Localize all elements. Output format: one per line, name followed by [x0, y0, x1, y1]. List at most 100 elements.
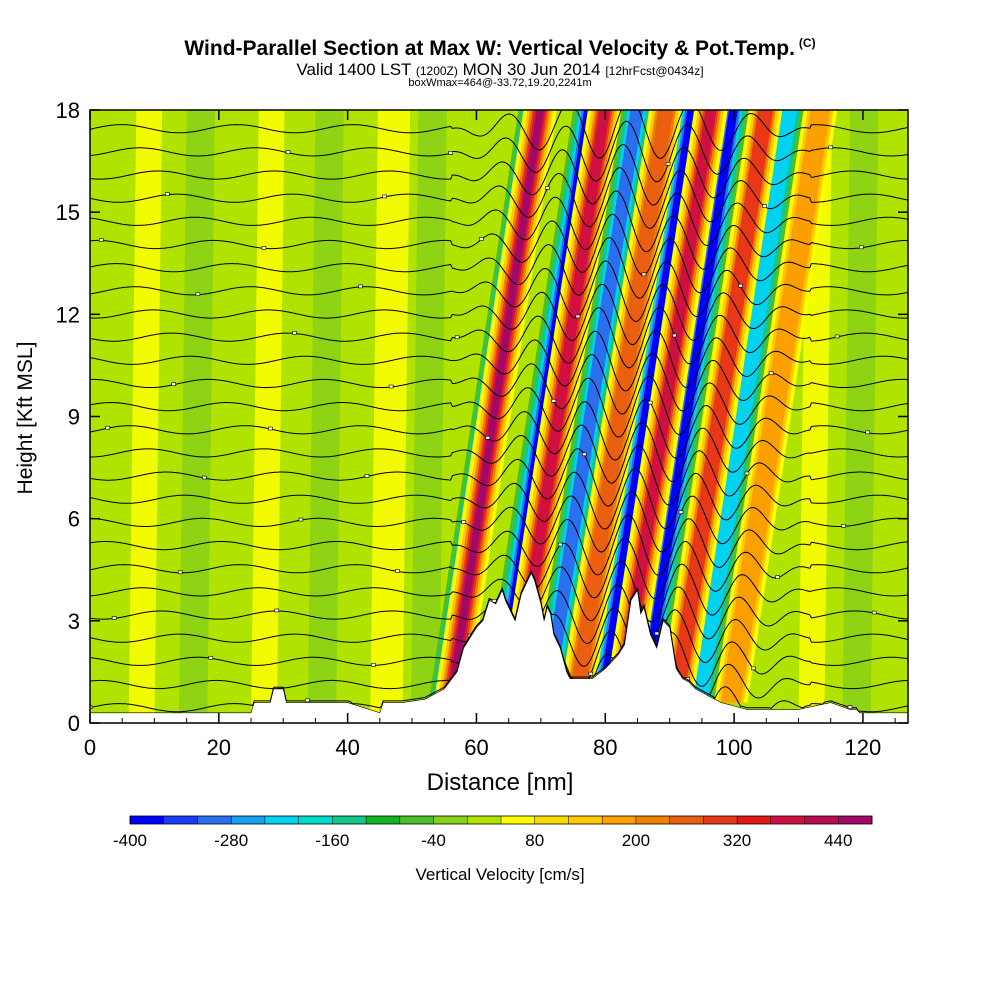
updraft-band	[447, 110, 544, 703]
subtitle-valid: Valid 1400 LST	[296, 60, 412, 79]
colorbar-swatch	[804, 816, 839, 824]
contour-label-marker	[841, 524, 846, 528]
colorbar-tick-label: -160	[315, 831, 349, 850]
contour-label-marker	[672, 333, 677, 338]
contour-label-marker	[762, 204, 767, 208]
contour-label-marker	[285, 150, 291, 155]
updraft-band	[568, 110, 674, 703]
x-tick-label: 120	[845, 735, 882, 760]
theta-contour-line	[90, 421, 908, 484]
subtitle-date: MON 30 Jun 2014	[462, 60, 601, 79]
y-tick-label: 0	[68, 711, 80, 736]
x-tick-label: 80	[593, 735, 617, 760]
colorbar-swatch	[501, 816, 536, 824]
contour-label-marker	[871, 610, 877, 615]
contour-label-marker	[298, 517, 304, 522]
theta-contour-line	[90, 445, 908, 507]
colorbar-swatch	[703, 816, 738, 824]
theta-contour-line	[90, 537, 908, 600]
x-tick-label: 20	[207, 735, 231, 760]
contour-label-marker	[195, 292, 201, 297]
colorbar-swatch	[231, 816, 266, 824]
x-tick-label: 0	[84, 735, 96, 760]
contour-label-marker	[641, 272, 647, 277]
contour-label-marker	[678, 510, 684, 515]
chart-subtitle-box: boxWmax=464@-33.72,19.20,2241m	[408, 77, 592, 89]
contour-label-marker	[98, 238, 104, 242]
contour-label-marker	[454, 335, 460, 340]
contour-label-marker	[364, 474, 370, 478]
subtitle-utc: (1200Z)	[415, 64, 458, 78]
background-velocity-band	[251, 110, 285, 723]
theta-contour-line	[90, 213, 908, 276]
colorbar-swatch	[433, 816, 468, 824]
contour-label-marker	[177, 570, 183, 575]
contour-label-marker	[775, 575, 780, 579]
theta-contour-line	[90, 237, 908, 299]
contour-label-marker	[461, 520, 466, 524]
contour-label-marker	[665, 161, 671, 166]
x-axis-label: Distance [nm]	[427, 769, 574, 796]
contour-label-marker	[371, 663, 376, 667]
background-velocity-band	[128, 110, 163, 723]
theta-contour-line	[90, 560, 908, 623]
contour-label-marker	[164, 192, 170, 196]
theta-contour-line	[90, 120, 908, 183]
y-tick-label: 12	[56, 302, 80, 327]
y-tick-label: 9	[68, 405, 80, 430]
theta-contour-line	[90, 375, 908, 438]
colorbar-tick-label: -280	[214, 831, 248, 850]
colorbar-swatch	[669, 816, 704, 824]
chart-subtitle: Valid 1400 LST (1200Z) MON 30 Jun 2014 […	[0, 60, 1000, 80]
x-tick-label: 60	[464, 735, 488, 760]
contour-label-marker	[268, 426, 273, 431]
colorbar-swatch	[737, 816, 772, 824]
terrain	[90, 572, 908, 723]
colorbar-tick-label: 80	[525, 831, 544, 850]
updraft-band	[615, 110, 717, 703]
contour-label-marker	[654, 631, 660, 636]
colorbar-swatch	[534, 816, 569, 824]
theta-contour-line	[90, 306, 908, 369]
theta-contour-line	[90, 283, 908, 346]
downdraft-band	[689, 110, 798, 703]
contour-label-marker	[208, 655, 214, 660]
theta-contour-line	[90, 514, 908, 576]
chart-title: Wind-Parallel Section at Max W: Vertical…	[0, 36, 1000, 61]
contour-label-marker	[171, 382, 177, 386]
contour-label-marker	[395, 569, 400, 573]
colorbar-swatch	[635, 816, 670, 824]
colorbar-swatch	[197, 816, 232, 824]
contour-label-marker	[582, 452, 587, 457]
contour-label-marker	[491, 598, 497, 603]
theta-contour-line	[90, 491, 908, 553]
contour-label-marker	[648, 400, 653, 405]
updraft-band	[668, 110, 774, 703]
contour-label-marker	[305, 698, 310, 703]
downdraft-band	[540, 110, 644, 703]
colorbar-swatch	[332, 816, 367, 824]
updraft-band	[720, 110, 831, 703]
theta-contour-line	[90, 570, 908, 645]
theta-contours	[90, 110, 908, 713]
colorbar-swatch	[298, 816, 333, 824]
contour-label-marker	[105, 425, 111, 430]
contour-label-marker	[274, 608, 280, 613]
contour-label-marker	[545, 186, 550, 190]
x-tick-label: 40	[335, 735, 359, 760]
contour-label-marker	[847, 705, 853, 709]
background-velocity-band	[307, 110, 344, 723]
contour-label-marker	[478, 237, 484, 241]
velocity-bands	[128, 110, 879, 723]
contour-label-marker	[448, 151, 453, 155]
y-tick-label: 15	[56, 200, 80, 225]
axes: 0 20 40 60 80 100 120 0 3 6 9 12 15 18	[56, 98, 908, 760]
colorbar-tick-label: -400	[113, 831, 147, 850]
contour-label-marker	[575, 314, 581, 319]
contour-label-marker	[557, 542, 563, 547]
colorbar-swatch	[467, 816, 502, 824]
colorbar-tick-label: -40	[421, 831, 446, 850]
colorbar-swatch	[264, 816, 299, 824]
y-tick-label: 6	[68, 507, 80, 532]
